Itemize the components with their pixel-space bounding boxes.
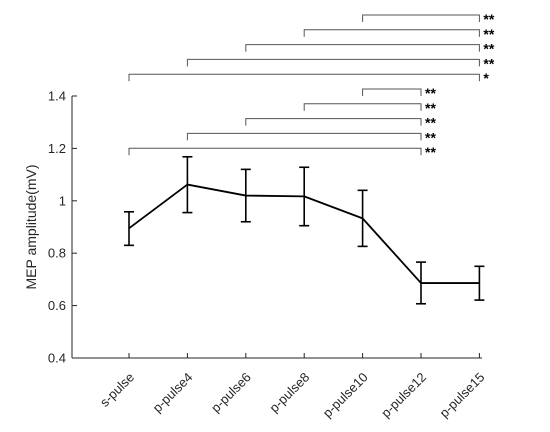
bracket-line [303, 103, 422, 111]
significance-marker: * [483, 70, 489, 86]
significance-marker: ** [425, 100, 436, 116]
significance-bracket: ** [362, 11, 495, 27]
y-ticks: 0.4 0.6 0.8 1 1.2 1.4 [48, 89, 77, 366]
significance-bracket: ** [186, 129, 436, 145]
error-bar [416, 261, 426, 305]
axes [71, 96, 482, 359]
y-tick-label: 1.4 [48, 89, 66, 104]
bracket-line [245, 44, 480, 52]
y-tick-label: 0.8 [48, 246, 66, 261]
significance-bracket: ** [128, 144, 436, 160]
y-tick-label: 1.2 [48, 141, 66, 156]
error-bar [357, 189, 368, 248]
significance-marker: ** [425, 144, 436, 160]
error-bar [474, 265, 485, 301]
significance-marker: ** [483, 11, 494, 27]
x-tick-label: p-pulse15 [437, 370, 488, 421]
error-bar [299, 166, 310, 227]
bracket-line [362, 88, 422, 96]
x-tick-label: p-pulse10 [320, 370, 371, 421]
x-tick-label: p-pulse8 [266, 370, 312, 416]
y-tick-label: 1 [59, 193, 66, 208]
bracket-line [186, 58, 480, 67]
significance-bracket: ** [362, 85, 436, 101]
significance-marker: ** [425, 129, 436, 145]
significance-bracket: ** [303, 100, 436, 116]
x-tick-label: p-pulse6 [208, 370, 254, 416]
significance-bracket: ** [245, 41, 495, 57]
error-bar [182, 155, 193, 214]
significance-marker: ** [483, 41, 494, 57]
y-tick-label: 0.4 [48, 351, 66, 366]
error-bar [240, 168, 251, 223]
significance-brackets: ******************* [128, 11, 495, 160]
significance-bracket: * [128, 70, 489, 86]
significance-bracket: ** [245, 115, 436, 131]
significance-marker: ** [483, 55, 494, 71]
significance-bracket: ** [186, 55, 495, 71]
significance-marker: ** [483, 26, 494, 42]
x-tick-label: s-pulse [97, 370, 137, 410]
bracket-line [128, 73, 480, 82]
bracket-line [362, 14, 480, 22]
error-bar [124, 211, 134, 247]
y-tick-label: 0.6 [48, 298, 66, 313]
significance-bracket: ** [303, 26, 495, 42]
y-axis-label: MEP amplitude(mV) [23, 164, 39, 289]
significance-marker: ** [425, 85, 436, 101]
x-ticks: s-pulse p-pulse4 p-pulse6 p-pulse8 p-pulse10… [97, 353, 488, 421]
x-tick-label: p-pulse4 [150, 370, 196, 416]
bracket-line [186, 132, 422, 141]
bracket-line [303, 29, 480, 37]
significance-marker: ** [425, 115, 436, 131]
bracket-line [128, 147, 422, 156]
series-layer [124, 155, 485, 305]
x-tick-label: p-pulse12 [378, 370, 429, 421]
bracket-line [245, 118, 422, 126]
